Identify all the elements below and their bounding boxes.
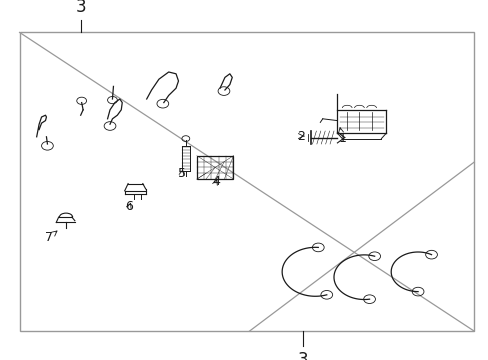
Bar: [196, 156, 233, 179]
Text: 2: 2: [297, 130, 305, 143]
Text: 7: 7: [45, 231, 57, 244]
Text: 1: 1: [338, 128, 346, 145]
Text: 5: 5: [178, 167, 185, 180]
Text: 6: 6: [125, 201, 133, 213]
Bar: [20, 32, 473, 331]
Text: 4: 4: [212, 175, 220, 188]
Text: 3: 3: [75, 0, 86, 16]
Text: 3: 3: [297, 351, 308, 360]
